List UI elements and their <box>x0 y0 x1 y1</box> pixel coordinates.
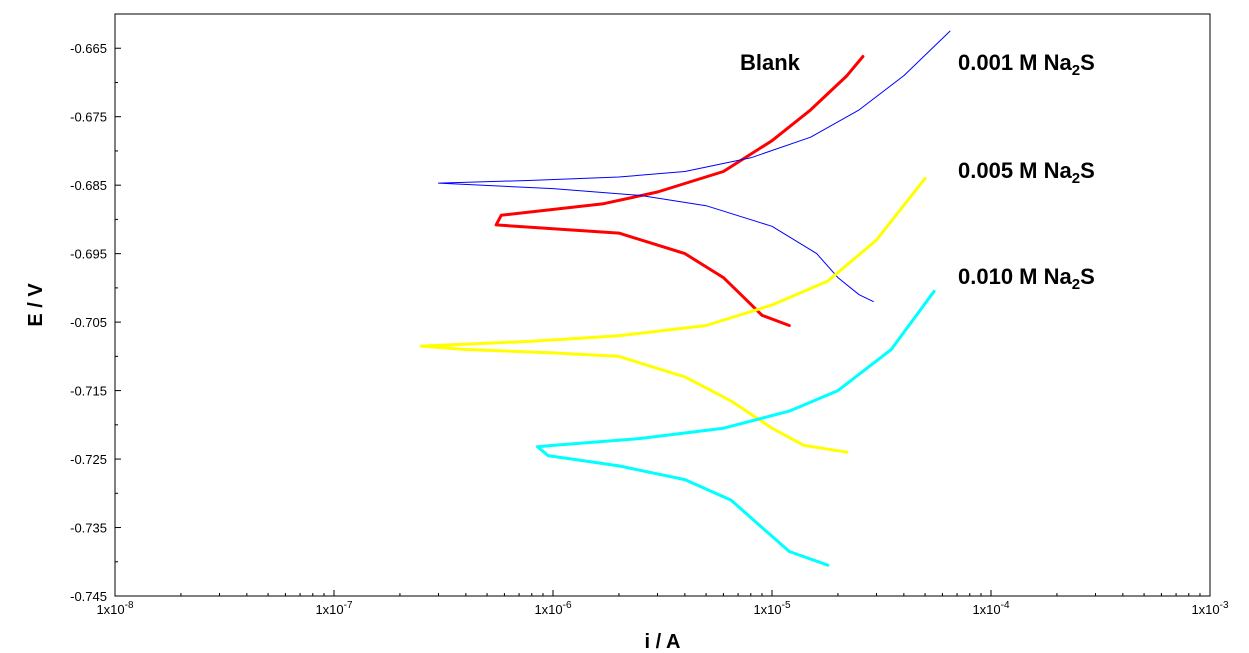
y-axis-ticks: -0.665 -0.675 -0.685 -0.695 -0.705 -0.715 -0.7… <box>70 41 121 604</box>
series-label-3: 0.010 M Na2S <box>958 264 1095 293</box>
x-tick-exponent: -3 <box>1220 600 1229 611</box>
series-label-subscript: 2 <box>1072 170 1080 187</box>
x-tick-exponent: -8 <box>125 600 134 611</box>
series-label-0: Blank <box>740 50 801 75</box>
series-layer <box>419 30 951 567</box>
x-axis-title: i / A <box>645 631 681 653</box>
y-axis-title: E / V <box>25 283 47 327</box>
series-label-main: 0.010 M Na <box>958 264 1072 289</box>
x-tick-label: 1x10-8 <box>96 600 134 617</box>
series-line-0 <box>494 55 865 327</box>
series-label-main: 0.001 M Na <box>958 50 1072 75</box>
x-tick-label: 1x10-5 <box>753 600 791 617</box>
x-tick-label: 1x10-3 <box>1191 600 1229 617</box>
x-tick-base: 1x10 <box>96 602 124 617</box>
series-line-3 <box>536 289 936 567</box>
y-tick-label: -0.715 <box>70 384 107 399</box>
y-tick-label: -0.735 <box>70 521 107 536</box>
series-label-tail: S <box>1080 264 1095 289</box>
y-tick-label: -0.705 <box>70 315 107 330</box>
x-tick-exponent: -7 <box>344 600 353 611</box>
series-label-subscript: 2 <box>1072 62 1080 79</box>
x-tick-label: 1x10-4 <box>972 600 1010 617</box>
x-tick-base: 1x10 <box>972 602 1000 617</box>
x-tick-base: 1x10 <box>1191 602 1219 617</box>
y-tick-label: -0.665 <box>70 41 107 56</box>
series-label-main: 0.005 M Na <box>958 158 1072 183</box>
x-tick-exponent: -5 <box>782 600 791 611</box>
x-tick-base: 1x10 <box>534 602 562 617</box>
x-tick-base: 1x10 <box>315 602 343 617</box>
series-label-subscript: 2 <box>1072 276 1080 293</box>
series-label-tail: S <box>1080 158 1095 183</box>
series-line-1 <box>438 30 951 303</box>
series-label-1: 0.001 M Na2S <box>958 50 1095 79</box>
x-tick-base: 1x10 <box>753 602 781 617</box>
x-axis-ticks: 1x10-8 1x10-7 1x10-6 1x10-5 1x10-4 1x10-3 <box>96 590 1229 617</box>
x-tick-label: 1x10-7 <box>315 600 353 617</box>
plot-frame <box>114 13 1211 597</box>
series-line-2 <box>419 176 927 454</box>
y-tick-label: -0.675 <box>70 110 107 125</box>
series-label-2: 0.005 M Na2S <box>958 158 1095 187</box>
y-tick-label: -0.745 <box>70 589 107 604</box>
x-tick-exponent: -4 <box>1001 600 1010 611</box>
x-tick-label: 1x10-6 <box>534 600 572 617</box>
y-tick-label: -0.685 <box>70 178 107 193</box>
y-tick-label: -0.725 <box>70 452 107 467</box>
x-tick-exponent: -6 <box>563 600 572 611</box>
series-label-tail: S <box>1080 50 1095 75</box>
y-tick-label: -0.695 <box>70 247 107 262</box>
